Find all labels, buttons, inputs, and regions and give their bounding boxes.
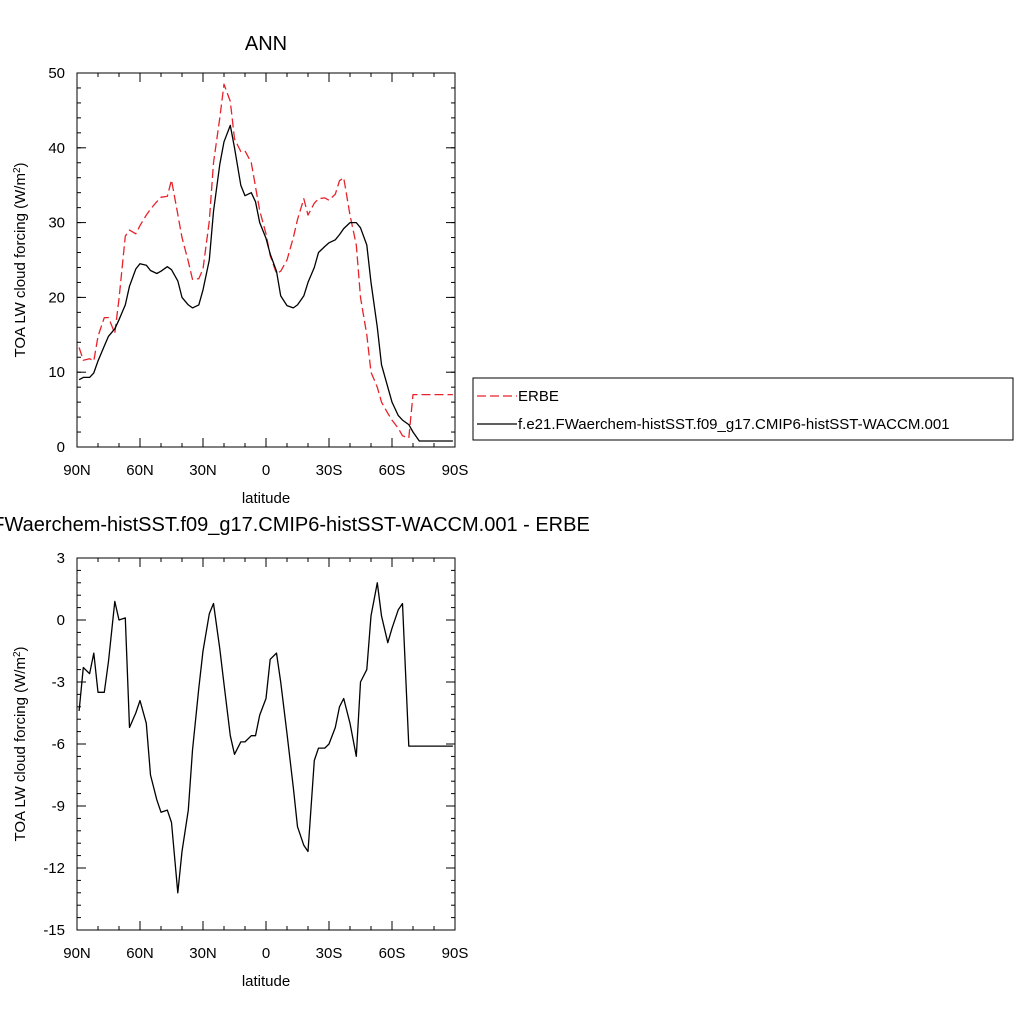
top-y-tick-label: 50 [48,65,65,82]
legend-label-1: f.e21.FWaerchem-histSST.f09_g17.CMIP6-hi… [518,416,950,433]
top-y-tick-label: 0 [57,439,65,456]
top-x-tick-label: 30S [316,462,343,479]
top-chart-title: ANN [245,33,287,55]
top-x-axis-label: latitude [242,490,290,507]
top-x-tick-label: 60N [126,462,154,479]
legend-label-0: ERBE [518,388,559,405]
bottom-y-axis-label-superscript: 2 [12,651,23,657]
top-y-axis-label-main: TOA LW cloud forcing (W/m [12,173,29,358]
bottom-x-axis-label: latitude [242,973,290,990]
legend-box [472,377,1014,441]
bottom-y-tick-label: -12 [43,860,65,877]
top-x-tick-label: 60S [379,462,406,479]
top-y-tick-label: 20 [48,289,65,306]
bottom-x-tick-label: 90N [63,945,91,962]
bottom-y-axis-label-main: TOA LW cloud forcing (W/m [12,657,29,842]
bottom-y-tick-label: -6 [52,736,65,753]
bottom-y-tick-label: -15 [43,922,65,939]
top-x-tick-label: 90S [442,462,469,479]
top-x-tick-label: 90N [63,462,91,479]
top-plot-frame [76,72,456,448]
bottom-x-tick-label: 0 [262,945,270,962]
bottom-x-tick-label: 60S [379,945,406,962]
bottom-x-tick-label: 30N [189,945,217,962]
top-y-axis-label-superscript: 2 [12,167,23,173]
top-x-tick-label: 30N [189,462,217,479]
legend: ERBE f.e21.FWaerchem-histSST.f09_g17.CMIP… [472,377,1014,441]
bottom-y-tick-label: 3 [57,550,65,567]
bottom-y-axis-label-end: ) [12,646,29,651]
top-panel: ANN TOA LW cloud forcing (W/m2) latitude… [12,33,469,507]
bottom-y-tick-label: 0 [57,612,65,629]
top-series-line-1 [78,124,453,442]
top-series-line-0 [78,83,453,439]
top-y-tick-label: 10 [48,364,65,381]
top-y-axis-label: TOA LW cloud forcing (W/m2) [12,162,30,357]
bottom-y-tick-label: -3 [52,674,65,691]
bottom-y-tick-label: -9 [52,798,65,815]
bottom-y-axis-label: TOA LW cloud forcing (W/m2) [12,646,30,841]
bottom-panel: f.e21.FWaerchem-histSST.f09_g17.CMIP6-hi… [0,514,590,990]
top-y-tick-label: 40 [48,140,65,157]
bottom-chart-title: f.e21.FWaerchem-histSST.f09_g17.CMIP6-hi… [0,514,590,536]
top-x-tick-label: 0 [262,462,270,479]
bottom-plot-frame [76,557,456,931]
bottom-x-tick-label: 90S [442,945,469,962]
top-y-axis-label-end: ) [12,162,29,167]
top-y-tick-label: 30 [48,215,65,232]
bottom-x-tick-label: 30S [316,945,343,962]
bottom-series-line-0 [78,582,453,894]
bottom-x-tick-label: 60N [126,945,154,962]
